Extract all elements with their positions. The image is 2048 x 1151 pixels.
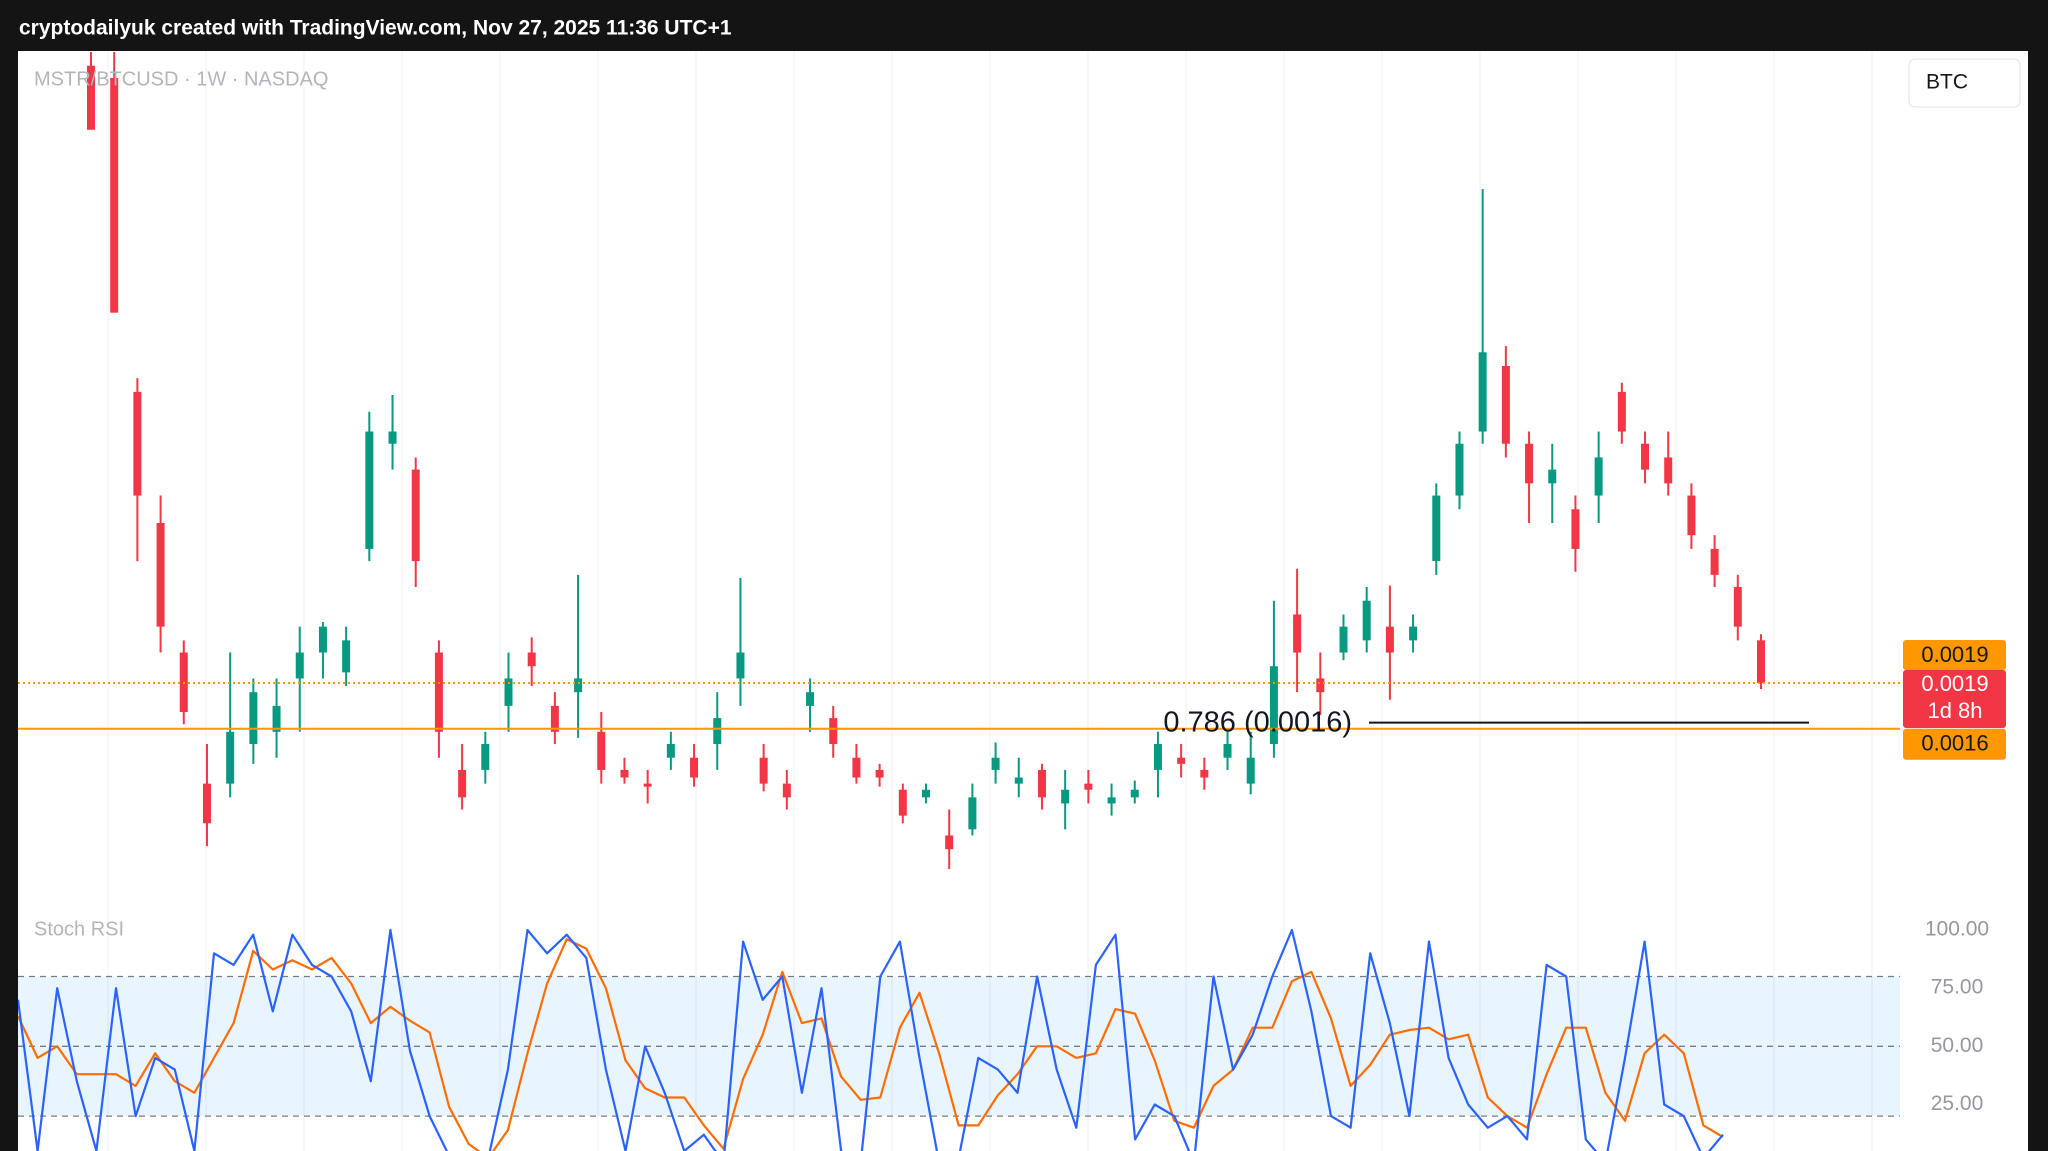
candle-body — [991, 757, 1000, 770]
y-tick-label: 25.00 — [1931, 1092, 1984, 1115]
price-badge — [1903, 640, 2006, 671]
candle-body — [133, 391, 142, 496]
candle-body — [968, 797, 977, 830]
candle-body — [759, 757, 768, 784]
candle-body — [1339, 626, 1348, 653]
candle-body — [1223, 744, 1232, 758]
candle-body — [782, 783, 791, 798]
candle-body — [411, 469, 420, 562]
candle-body — [342, 640, 351, 673]
candle-body — [713, 718, 722, 745]
candle-body — [1362, 600, 1371, 641]
price-badge — [1903, 728, 2006, 760]
candle-body — [156, 522, 165, 627]
stoch-line — [18, 928, 1724, 1151]
candle-body — [365, 431, 374, 549]
candle-body — [1269, 666, 1278, 745]
candle-body — [736, 652, 745, 679]
candle-body — [1594, 457, 1603, 496]
header-title: cryptodailyuk created with TradingView.c… — [19, 17, 732, 40]
candle-body — [1571, 509, 1580, 549]
candle-body — [1037, 769, 1046, 798]
price-pane — [87, 52, 1765, 869]
candle-body — [1641, 443, 1650, 470]
candle-body — [110, 77, 119, 313]
candle-body — [1014, 777, 1023, 784]
candle-body — [574, 678, 583, 693]
last-price-badge — [1903, 670, 2006, 729]
candle-body — [87, 65, 95, 130]
candle-body — [1617, 391, 1626, 432]
candle-body — [1084, 783, 1093, 790]
candle-body — [1501, 365, 1510, 444]
candle-body — [550, 705, 559, 732]
candle-body — [620, 769, 629, 778]
candle-body — [1200, 769, 1209, 778]
candle-body — [1177, 757, 1186, 764]
candle-body — [945, 835, 954, 850]
candle-body — [829, 718, 838, 745]
candle-body — [458, 769, 467, 798]
candle-body — [1153, 744, 1162, 770]
button-label[interactable]: BTC — [1926, 71, 1968, 94]
y-tick-label: 50.00 — [1931, 1034, 1984, 1057]
price-badge-label: 0.0019 — [1921, 642, 1988, 667]
candle-body — [481, 744, 490, 770]
currency-button[interactable]: BTC — [1908, 58, 2021, 108]
candle-body — [1757, 640, 1765, 684]
last-price-label: 0.0019 — [1921, 671, 1988, 696]
button-frame[interactable] — [1908, 58, 2021, 108]
candle-body — [272, 705, 281, 732]
time-grid — [107, 51, 1873, 1151]
candle-body — [898, 789, 907, 816]
candle-body — [318, 626, 327, 653]
candle-body — [1733, 587, 1742, 627]
candle-body — [1455, 443, 1464, 496]
chart-panel — [18, 51, 2028, 1151]
candle-body — [1664, 457, 1673, 484]
candle-body — [249, 692, 258, 745]
candle-body — [504, 678, 513, 706]
candle-body — [1385, 626, 1394, 653]
candle-body — [527, 652, 536, 667]
candle-body — [1687, 495, 1696, 536]
candle-body — [875, 769, 884, 778]
stoch-pane — [18, 928, 1900, 1151]
symbol-title: MSTR/BTCUSD · 1W · NASDAQ — [34, 68, 328, 90]
price-badge-label: 0.0016 — [1921, 731, 1988, 756]
candle-body — [295, 652, 304, 679]
candle-body — [1548, 469, 1557, 484]
candle-body — [1710, 548, 1719, 575]
y-tick-label: 75.00 — [1931, 976, 1984, 999]
candle-body — [806, 692, 815, 706]
countdown-label: 1d 8h — [1927, 698, 1982, 723]
candle-body — [1316, 678, 1325, 693]
candle-body — [202, 783, 211, 824]
candle-body — [1107, 797, 1116, 804]
indicator-title: Stoch RSI — [34, 918, 124, 940]
candle-body — [1525, 443, 1534, 484]
fib-label: 0.786 (0.0016) — [1163, 706, 1352, 738]
candle-body — [1409, 626, 1418, 641]
candle-body — [1246, 757, 1255, 784]
candle-body — [1130, 789, 1139, 798]
candle-body — [226, 731, 235, 784]
candle-body — [597, 731, 606, 770]
candle-body — [434, 652, 443, 732]
candle-body — [1478, 352, 1487, 432]
candle-body — [852, 757, 861, 778]
stoch-line — [18, 938, 1724, 1151]
candle-body — [388, 431, 397, 444]
candle-body — [1293, 614, 1302, 653]
candle-body — [666, 744, 675, 758]
y-tick-label: 100.00 — [1925, 918, 1989, 941]
candle-body — [643, 783, 652, 787]
candle-body — [922, 789, 930, 798]
candle-body — [1432, 495, 1441, 562]
candle-body — [1061, 789, 1070, 804]
candle-body — [690, 757, 699, 778]
